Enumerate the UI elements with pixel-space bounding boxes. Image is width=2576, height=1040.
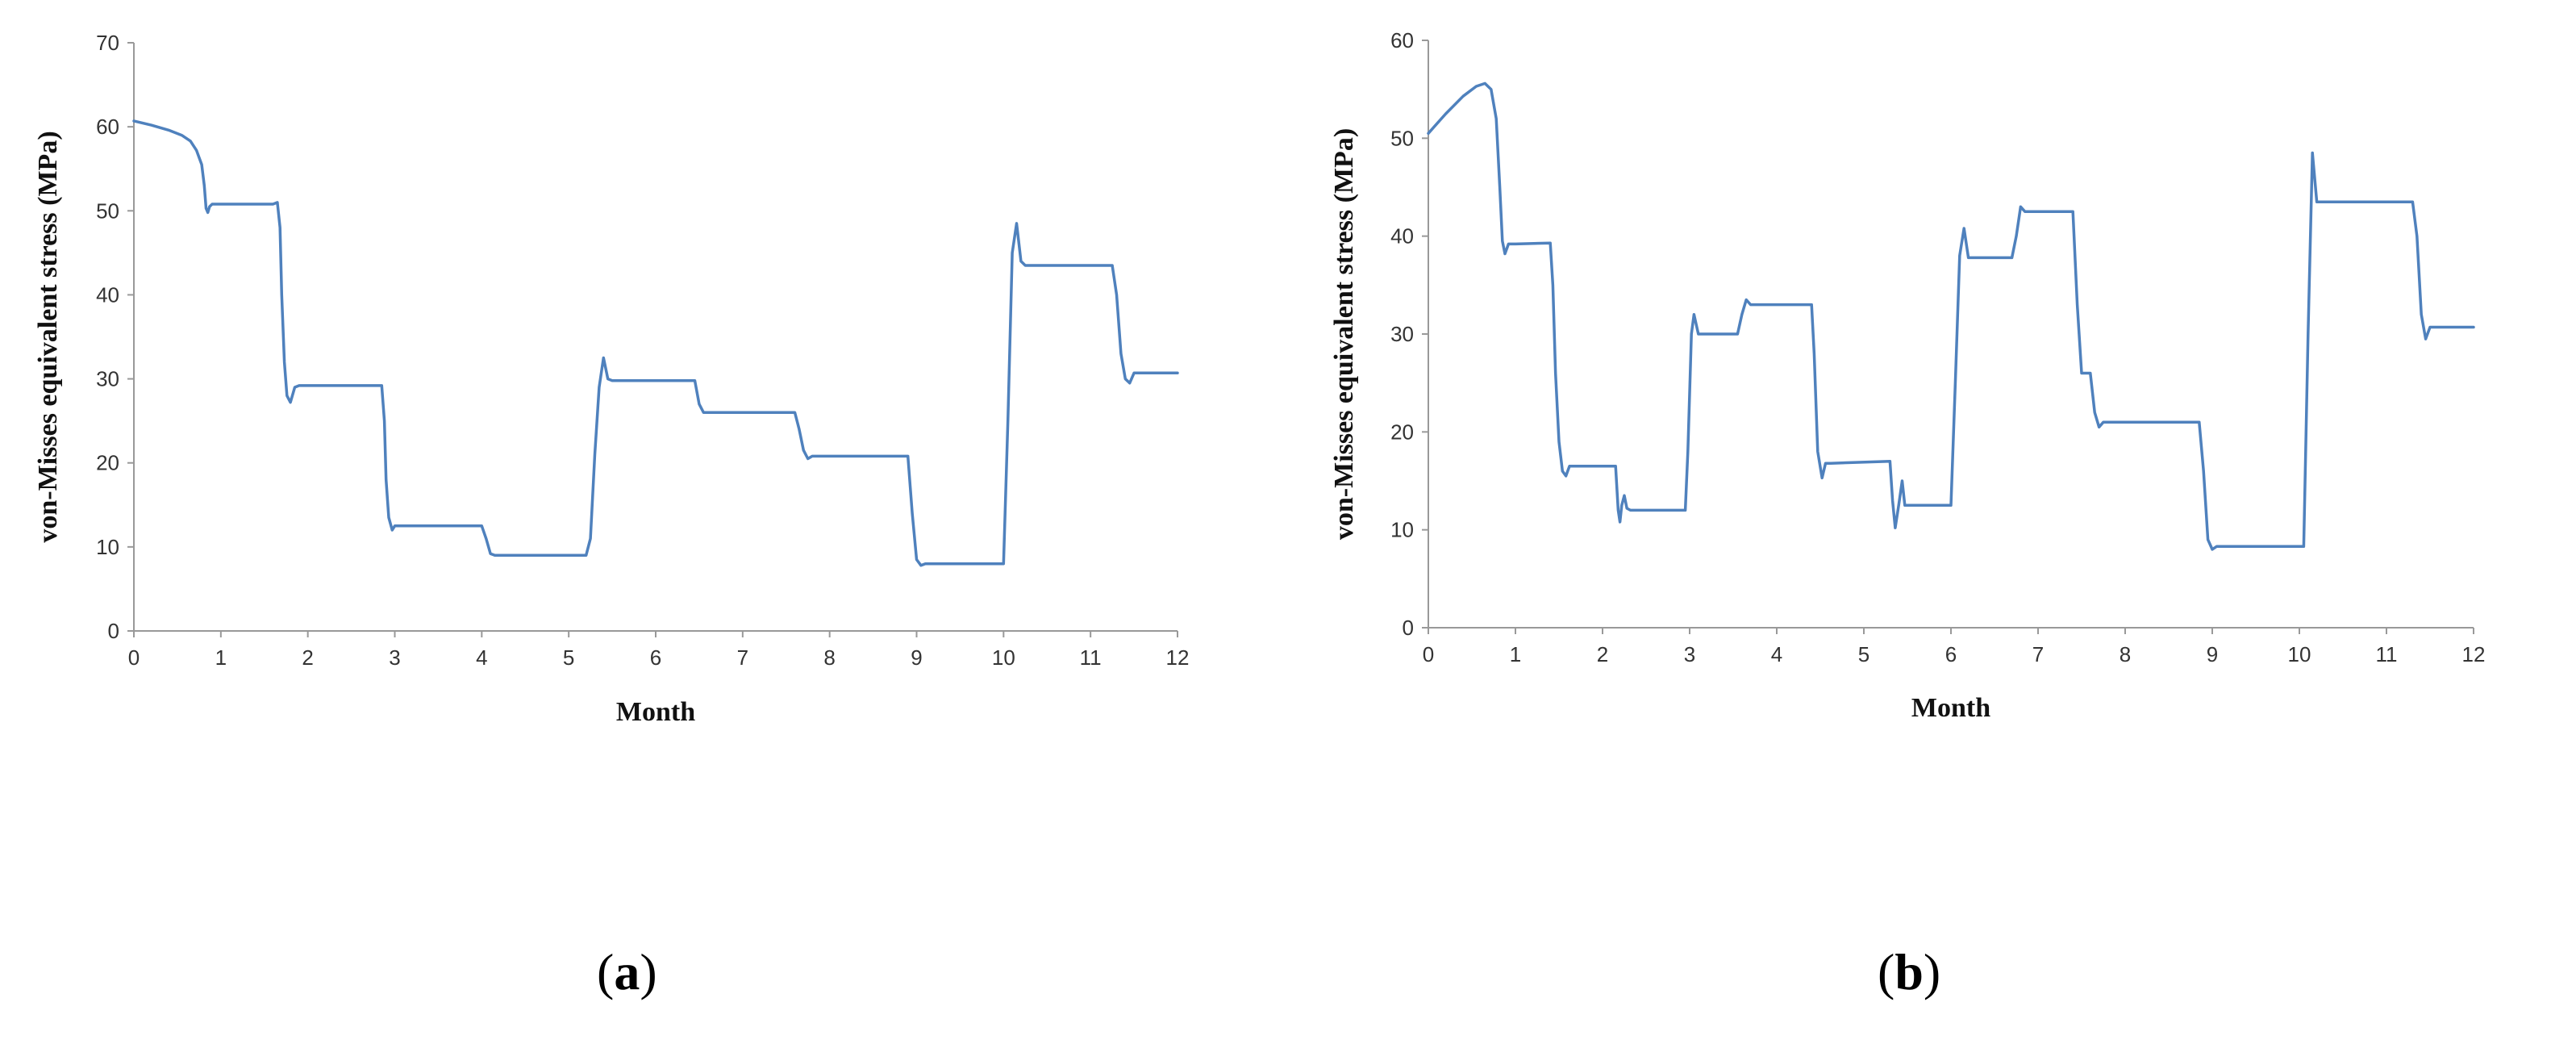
y-tick-label: 40: [96, 282, 119, 307]
x-tick-label: 3: [1684, 642, 1695, 666]
x-axis-title: Month: [616, 697, 695, 727]
x-tick-label: 12: [2462, 642, 2486, 666]
y-tick-label: 20: [1390, 420, 1414, 444]
x-tick-label: 9: [911, 645, 922, 670]
y-tick-label: 30: [96, 367, 119, 391]
x-tick-label: 8: [2120, 642, 2131, 666]
x-axis-title: Month: [1911, 693, 1990, 723]
x-tick-label: 3: [389, 645, 400, 670]
x-tick-label: 12: [1166, 645, 1190, 670]
y-tick-label: 10: [96, 535, 119, 559]
y-tick-label: 40: [1390, 224, 1414, 249]
x-tick-label: 0: [1423, 642, 1434, 666]
x-tick-label: 11: [1080, 645, 1102, 670]
y-tick-label: 50: [1390, 126, 1414, 150]
x-tick-label: 9: [2207, 642, 2218, 666]
y-tick-label: 70: [96, 31, 119, 55]
x-tick-label: 4: [476, 645, 487, 670]
x-tick-label: 2: [1597, 642, 1608, 666]
series-line: [132, 119, 1179, 567]
panel-caption-b: (b): [1878, 943, 1941, 1000]
y-tick-label: 50: [96, 198, 119, 223]
x-tick-label: 6: [650, 645, 661, 670]
x-tick-label: 1: [215, 645, 227, 670]
x-tick-label: 6: [1945, 642, 1957, 666]
x-tick-label: 5: [1858, 642, 1869, 666]
y-tick-label: 0: [1403, 616, 1414, 640]
x-tick-label: 5: [563, 645, 574, 670]
y-axis-title: von-Misses equivalent stress (MPa): [33, 131, 63, 542]
y-tick-label: 20: [96, 451, 119, 475]
panel-caption-a: (a): [597, 943, 657, 1000]
x-tick-label: 7: [2032, 642, 2044, 666]
x-tick-label: 8: [823, 645, 835, 670]
y-tick-label: 10: [1390, 518, 1414, 542]
y-tick-label: 30: [1390, 322, 1414, 346]
y-tick-label: 0: [108, 619, 119, 643]
x-tick-label: 2: [302, 645, 313, 670]
x-tick-label: 10: [2288, 642, 2311, 666]
x-tick-label: 10: [992, 645, 1015, 670]
y-axis-title: von-Misses equivalent stress (MPa): [1329, 128, 1359, 540]
x-tick-label: 1: [1510, 642, 1521, 666]
y-tick-label: 60: [1390, 28, 1414, 52]
y-tick-label: 60: [96, 115, 119, 139]
series-line: [1427, 81, 2475, 551]
x-tick-label: 7: [737, 645, 748, 670]
x-tick-label: 11: [2376, 642, 2398, 666]
x-tick-label: 0: [128, 645, 140, 670]
x-tick-label: 4: [1771, 642, 1782, 666]
